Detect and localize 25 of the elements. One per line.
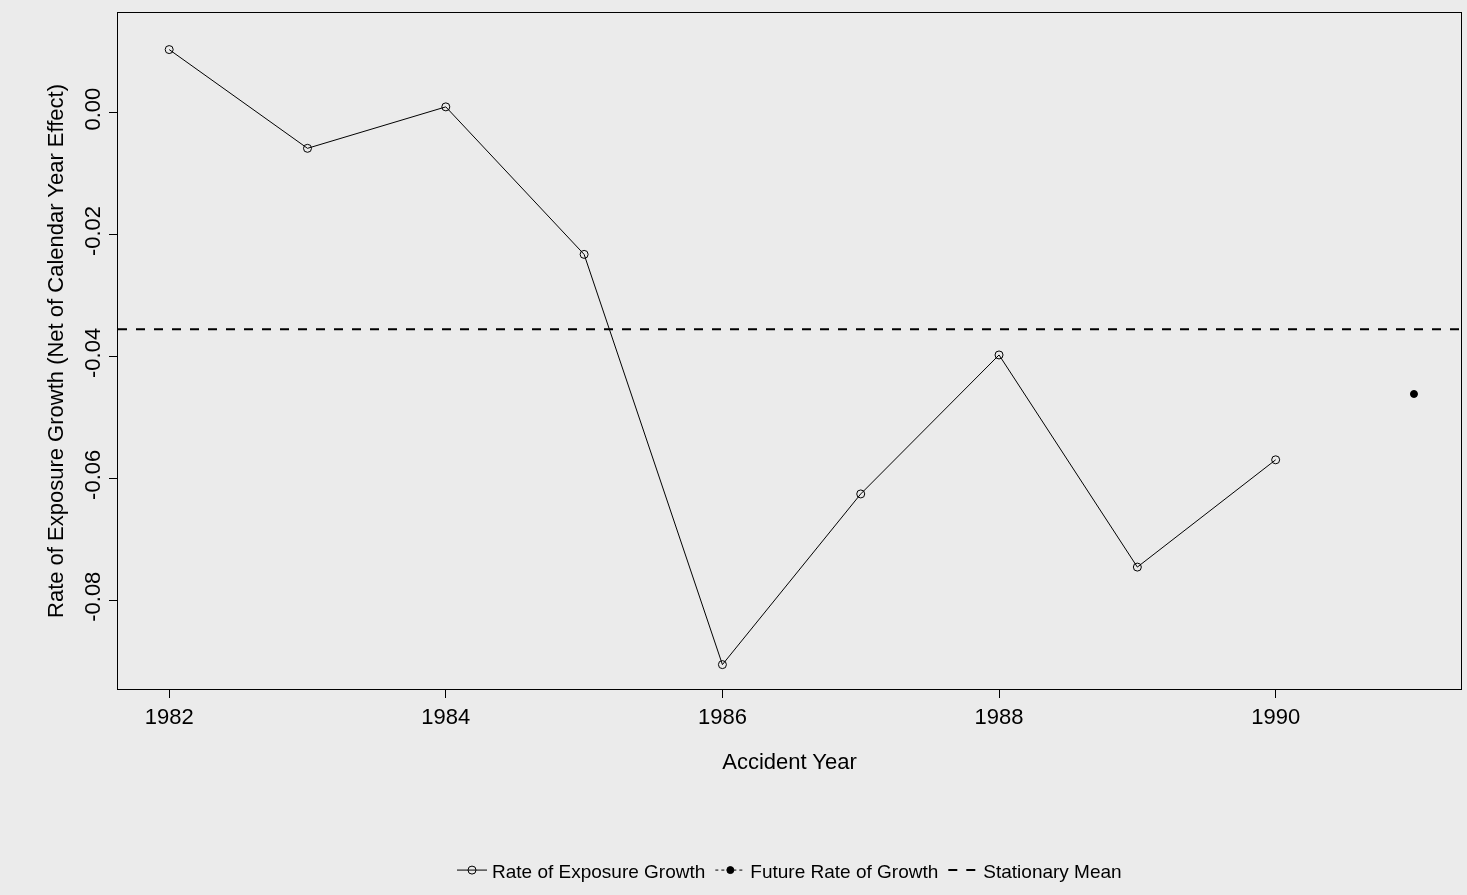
x-tick-label: 1982: [144, 704, 194, 730]
y-tick-label: -0.08: [80, 571, 106, 622]
point: [717, 660, 727, 670]
point: [164, 45, 174, 55]
point: [579, 249, 589, 259]
legend-label: Future Rate of Growth: [750, 860, 939, 882]
x-tick-label: 1986: [697, 704, 747, 730]
point: [1409, 389, 1418, 398]
y-tick-label: -0.06: [80, 449, 106, 500]
x-tick-label: 1990: [1251, 704, 1301, 730]
point: [441, 102, 451, 112]
legend-label: Stationary Mean: [983, 860, 1122, 882]
point: [856, 489, 866, 499]
point: [1271, 455, 1281, 465]
y-tick-label: 0.00: [80, 87, 106, 131]
x-tick-label: 1984: [421, 704, 471, 730]
y-tick-label: -0.02: [80, 205, 106, 257]
y-tick-label: -0.04: [80, 327, 106, 378]
x-axis-title: Accident Year: [722, 749, 857, 775]
point: [994, 350, 1004, 360]
point: [1132, 562, 1142, 572]
x-tick-label: 1988: [974, 704, 1024, 730]
legend-label: Rate of Exposure Growth: [492, 860, 706, 882]
point: [302, 143, 312, 153]
y-axis-title: Rate of Exposure Growth (Net of Calendar Year Effect): [43, 84, 68, 618]
